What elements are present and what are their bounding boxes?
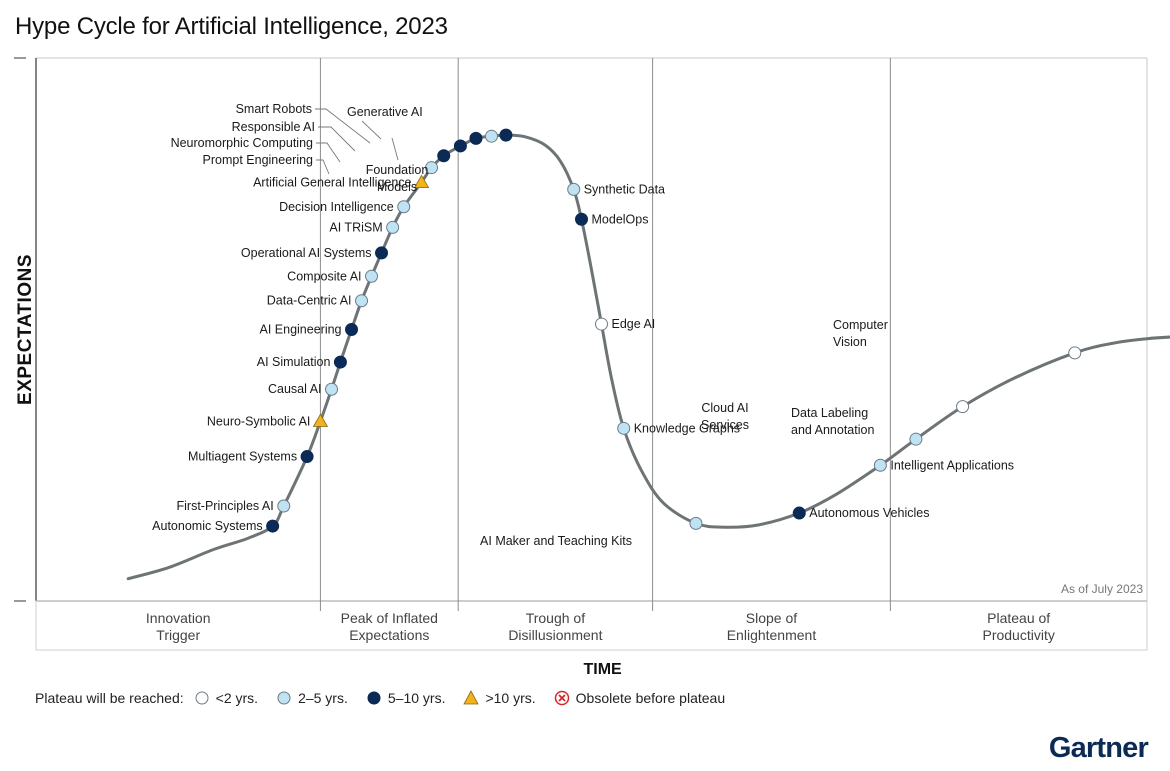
point-label: AI TRiSM bbox=[329, 220, 382, 234]
point-label: Multiagent Systems bbox=[188, 450, 297, 464]
point-label: Neuromorphic Computing bbox=[171, 136, 313, 150]
y-axis-title: EXPECTATIONS bbox=[15, 254, 36, 405]
phase-label: Disillusionment bbox=[508, 627, 602, 643]
point-marker bbox=[397, 200, 411, 214]
point-marker bbox=[300, 450, 314, 464]
point-label: Composite AI bbox=[287, 269, 361, 283]
legend-item: >10 yrs. bbox=[463, 690, 536, 706]
point-marker bbox=[266, 519, 280, 533]
point-label: Smart Robots bbox=[236, 102, 312, 116]
point-marker bbox=[437, 149, 451, 163]
point-marker bbox=[909, 432, 923, 446]
phase-label: Trough of bbox=[526, 610, 586, 626]
legend-label: Obsolete before plateau bbox=[575, 690, 726, 706]
point-marker bbox=[469, 131, 483, 145]
legend-item: 2–5 yrs. bbox=[276, 690, 348, 706]
point-marker bbox=[325, 382, 339, 396]
point-label: Synthetic Data bbox=[584, 182, 665, 196]
point-marker bbox=[1068, 346, 1082, 360]
point-marker bbox=[375, 246, 389, 260]
point-label: Intelligent Applications bbox=[890, 458, 1014, 472]
point-marker bbox=[873, 458, 887, 472]
legend-item: <2 yrs. bbox=[194, 690, 258, 706]
legend-title: Plateau will be reached: bbox=[35, 690, 184, 706]
phase-label: Slope of bbox=[746, 610, 797, 626]
point-marker bbox=[453, 139, 467, 153]
legend-x-circle-icon bbox=[554, 690, 569, 706]
phase-label: Peak of Inflated bbox=[341, 610, 438, 626]
legend-circle-icon bbox=[367, 691, 381, 705]
phase-label: Expectations bbox=[349, 627, 429, 643]
point-marker-triangle bbox=[413, 174, 430, 188]
point-marker bbox=[345, 323, 359, 336]
point-label: Autonomic Systems bbox=[152, 519, 262, 533]
point-marker bbox=[575, 212, 589, 226]
point-label: AI Engineering bbox=[260, 323, 342, 337]
point-label: ModelOps bbox=[592, 212, 649, 226]
point-marker bbox=[386, 220, 400, 234]
point-marker bbox=[355, 294, 369, 308]
point-label: AI Simulation bbox=[257, 355, 331, 369]
legend: Plateau will be reached: <2 yrs. 2–5 yrs.… bbox=[35, 690, 743, 706]
point-label: Autonomous Vehicles bbox=[809, 506, 929, 520]
leader-line bbox=[361, 120, 382, 140]
point-label: Computer Vision bbox=[833, 318, 888, 349]
point-label: AI Maker and Teaching Kits bbox=[480, 534, 632, 548]
point-label: Foundation Models bbox=[366, 163, 429, 194]
point-marker bbox=[365, 269, 379, 283]
point-marker bbox=[333, 355, 347, 369]
point-marker-triangle bbox=[312, 413, 329, 427]
phase-label: Plateau of bbox=[987, 610, 1050, 626]
point-marker bbox=[485, 129, 499, 143]
point-marker bbox=[567, 182, 581, 196]
point-label: Responsible AI bbox=[232, 120, 315, 134]
leader-line bbox=[318, 126, 356, 152]
gartner-logo: Gartner bbox=[1048, 732, 1149, 764]
point-label: Neuro-Symbolic AI bbox=[207, 414, 311, 428]
legend-label: 5–10 yrs. bbox=[387, 690, 446, 706]
point-label: Data-Centric AI bbox=[267, 294, 352, 308]
leader-line bbox=[391, 137, 399, 161]
point-label: First-Principles AI bbox=[177, 499, 274, 513]
point-label: Decision Intelligence bbox=[279, 200, 394, 214]
leader-line bbox=[315, 108, 371, 144]
x-axis-title: TIME bbox=[584, 661, 623, 678]
leader-line bbox=[316, 159, 330, 175]
point-label: Artificial General Intelligence bbox=[253, 175, 411, 189]
point-marker bbox=[277, 499, 291, 513]
point-label: Generative AI bbox=[347, 105, 423, 119]
point-label: Cloud AI Services bbox=[701, 401, 749, 432]
point-label: Causal AI bbox=[268, 382, 322, 396]
phase-band bbox=[35, 600, 1148, 651]
point-marker bbox=[792, 506, 806, 520]
point-label: Prompt Engineering bbox=[203, 153, 314, 167]
legend-item: Obsolete before plateau bbox=[554, 690, 725, 706]
legend-item: 5–10 yrs. bbox=[366, 690, 446, 706]
phase-label: Productivity bbox=[982, 627, 1054, 643]
leader-line bbox=[316, 142, 341, 163]
point-marker bbox=[689, 516, 703, 530]
point-label: Operational AI Systems bbox=[241, 246, 372, 260]
point-marker bbox=[499, 128, 513, 142]
legend-circle-icon bbox=[195, 691, 209, 705]
as-of-note: As of July 2023 bbox=[1061, 582, 1143, 596]
phase-label: Innovation bbox=[146, 610, 211, 626]
chart-title: Hype Cycle for Artificial Intelligence, … bbox=[15, 13, 448, 40]
legend-label: >10 yrs. bbox=[485, 690, 536, 706]
phase-label: Trigger bbox=[156, 627, 200, 643]
point-marker bbox=[594, 317, 608, 331]
point-marker bbox=[956, 400, 970, 414]
legend-label: 2–5 yrs. bbox=[298, 690, 348, 706]
phase-label: Enlightenment bbox=[727, 627, 817, 643]
point-label: Knowledge Graphs bbox=[634, 421, 740, 435]
legend-label: <2 yrs. bbox=[215, 690, 259, 706]
legend-triangle-icon bbox=[463, 690, 480, 705]
point-marker bbox=[617, 421, 631, 435]
point-marker bbox=[425, 161, 439, 175]
point-label: Data Labeling and Annotation bbox=[791, 406, 874, 437]
legend-circle-icon bbox=[277, 691, 291, 705]
point-label: Edge AI bbox=[611, 317, 655, 331]
